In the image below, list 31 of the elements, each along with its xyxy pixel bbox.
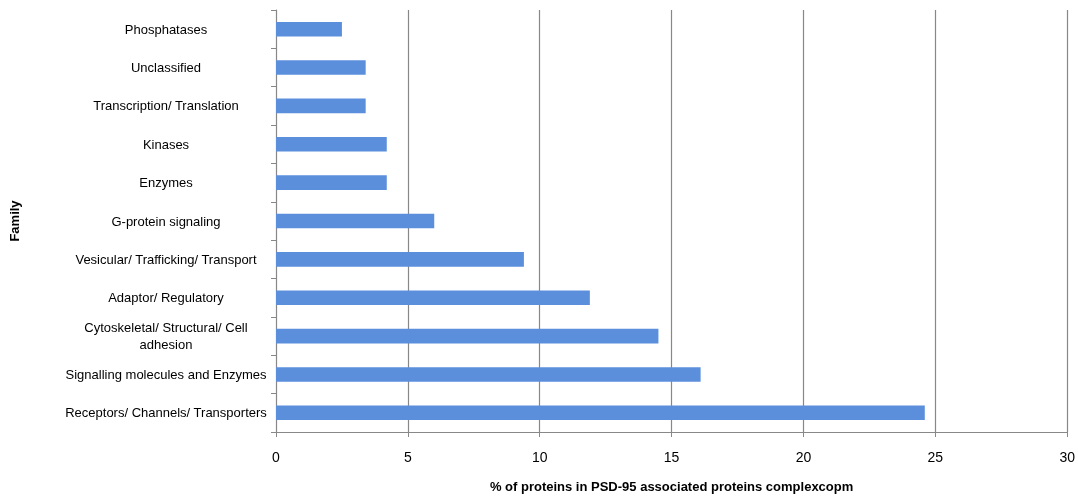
y-tick-label: Phosphatases [124,21,208,37]
y-tick-label: Cytoskeletal/ Structural/ Cell adhesion [84,320,248,353]
y-axis-title: Family [7,199,22,242]
bar [276,213,435,229]
bar [276,367,701,382]
x-tick-label: 5 [403,449,412,465]
bar [276,98,366,114]
bar [276,328,659,344]
y-tick-label: Transcription/ Translation [93,98,239,114]
x-tick-label: 10 [531,449,548,465]
bar [276,405,925,421]
bar [276,136,387,152]
y-tick-label: Kinases [142,136,190,152]
bar [276,290,590,306]
x-tick-label: 20 [795,449,812,465]
x-tick-label: 25 [927,449,944,465]
bar [276,60,366,75]
x-tick-label: 15 [663,449,680,465]
y-tick-label: Unclassified [130,60,202,76]
bar [276,175,387,190]
x-tick-label: 0 [272,449,281,465]
y-tick-label: Receptors/ Channels/ Transporters [65,405,268,421]
bar [276,21,342,37]
y-tick-label: Signalling molecules and Enzymes [65,366,267,382]
x-axis-title: % of proteins in PSD-95 associated proteins complexcopm [489,479,854,494]
y-tick-label: G-protein signaling [111,213,221,229]
x-tick-label: 30 [1059,449,1076,465]
bar [276,252,524,267]
y-tick-label: Enzymes [139,175,194,191]
y-tick-label: Adaptor/ Regulatory [108,290,225,306]
y-tick-label: Vesicular/ Trafficking/ Transport [75,251,257,267]
